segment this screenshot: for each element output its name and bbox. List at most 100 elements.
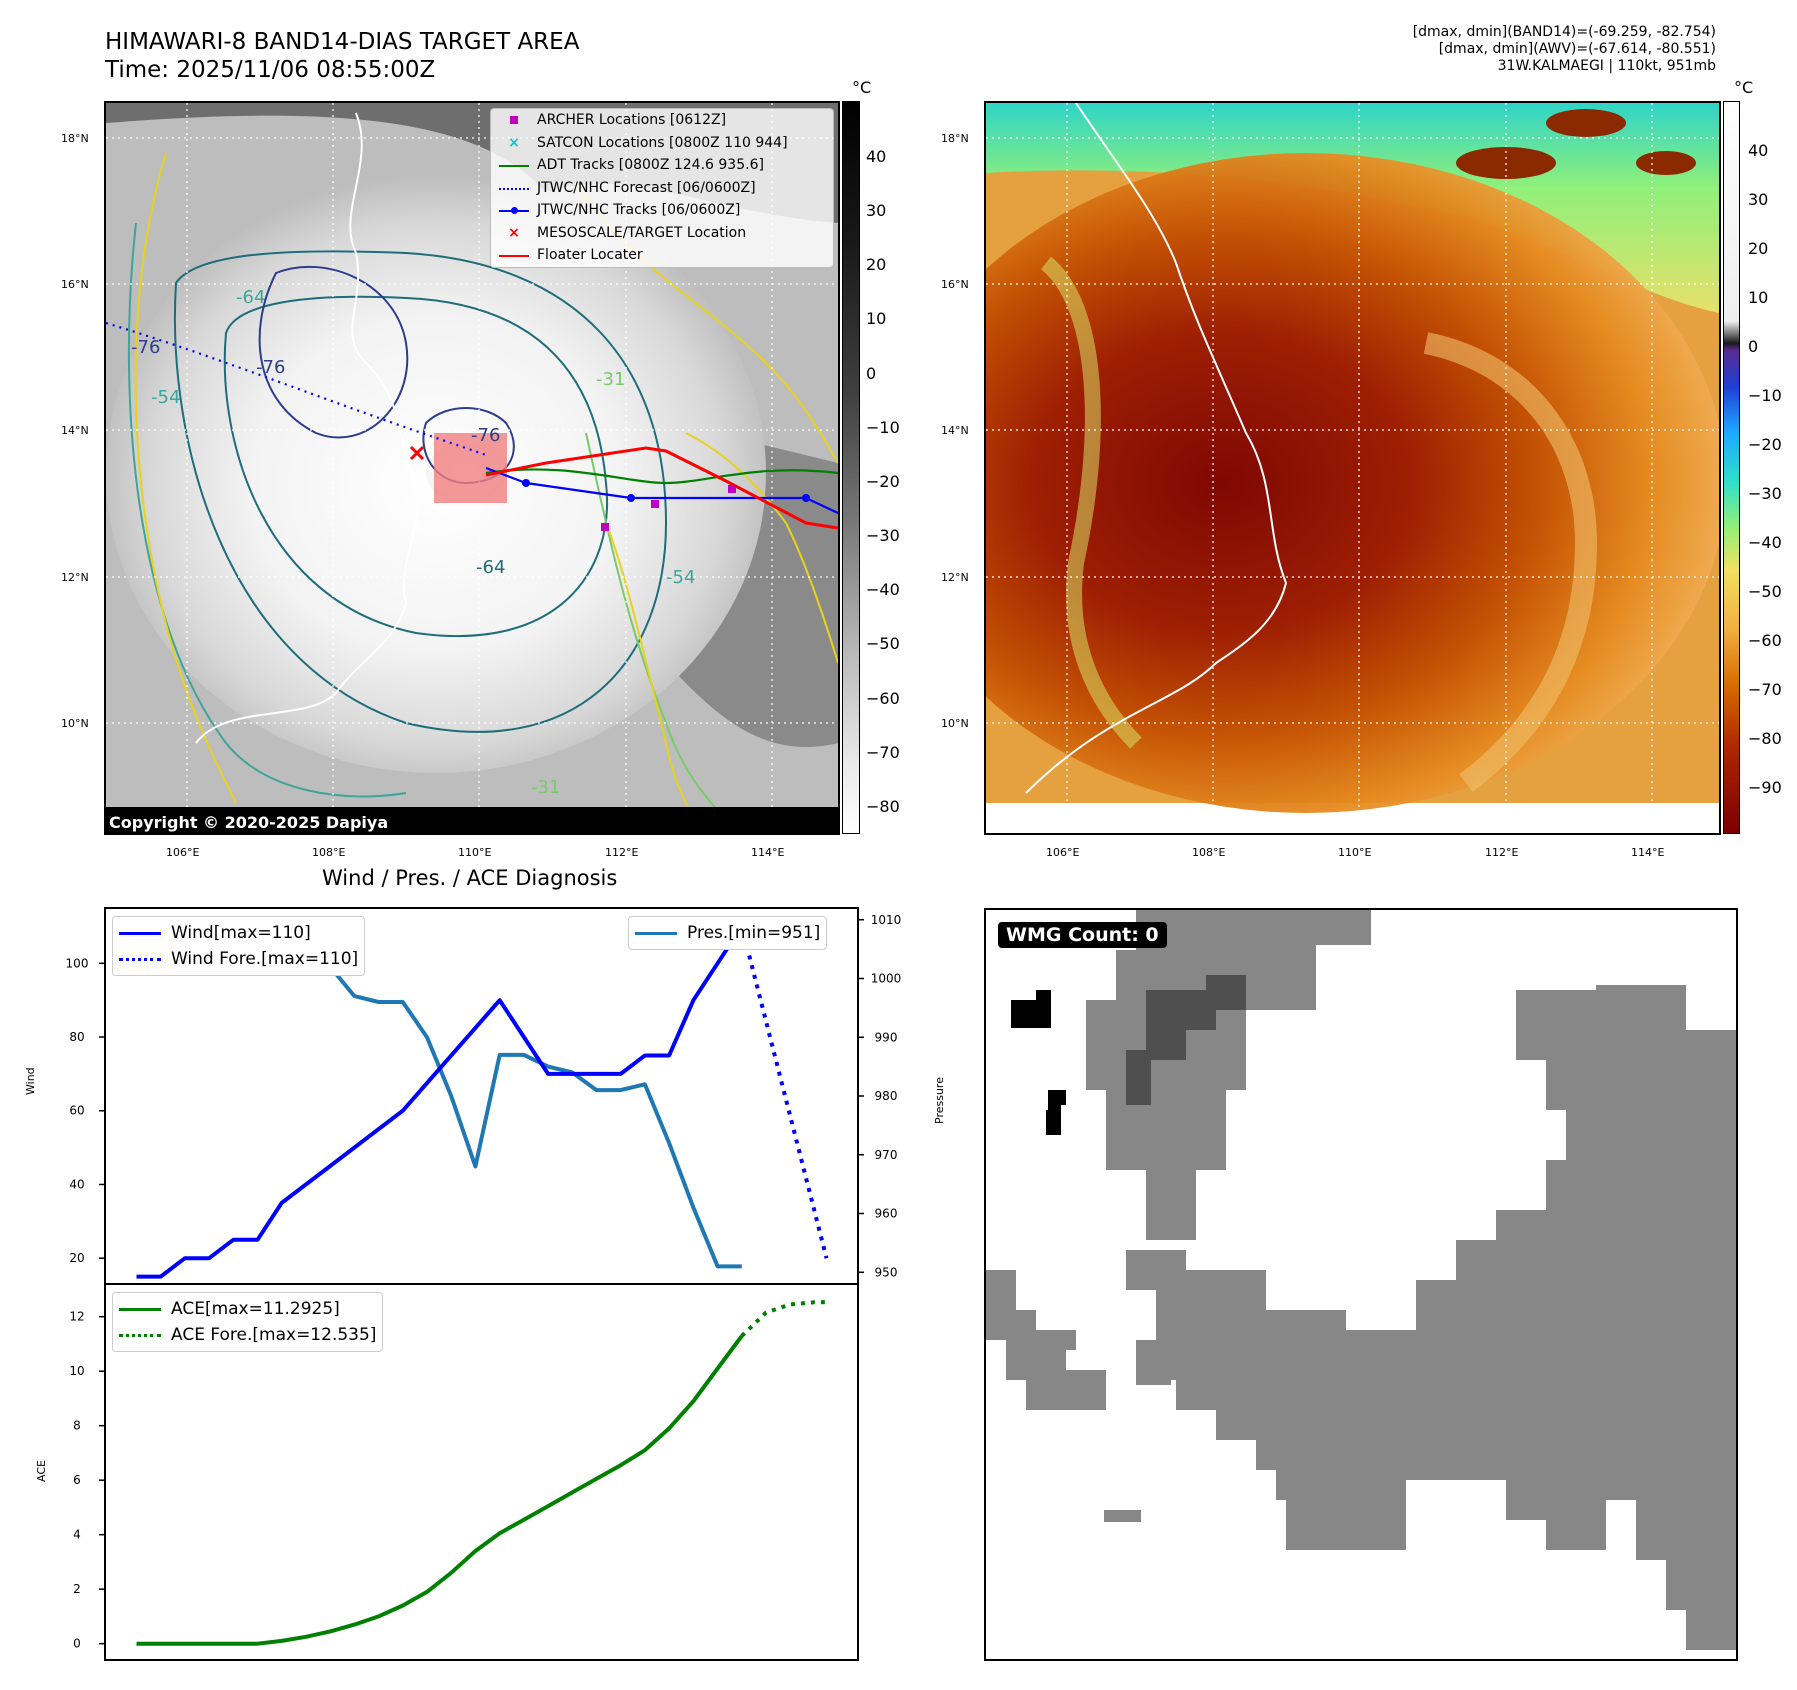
contour-label-group: -76 -64 -54 -76 -64 -54 -31 -31 -76 — [131, 287, 695, 798]
lon-label: 110°E — [458, 846, 492, 859]
copyright-text: Copyright © 2020-2025 Dapiya — [109, 813, 389, 832]
contour-teal-west — [127, 222, 407, 798]
lon-label: 110°E — [1338, 846, 1372, 859]
figure-title: HIMAWARI-8 BAND14-DIAS TARGET AREA — [105, 29, 580, 55]
color-ir-canvas — [986, 103, 1719, 833]
legend-item-adt: ADT Tracks [0800Z 124.6 935.6] — [491, 154, 833, 177]
colorbar-gray-label: 10 — [866, 309, 887, 328]
wind-tick-label: 40 — [69, 1177, 84, 1191]
wmg-panel: WMG Count: 0 — [984, 908, 1738, 1661]
ace-tick-label: 2 — [73, 1582, 81, 1596]
lon-label: 106°E — [166, 846, 200, 859]
ace-series-group — [136, 1300, 827, 1646]
coastline — [195, 112, 420, 744]
pressure-tick-label: 960 — [875, 1207, 898, 1221]
legend-item-pressure: Pres.[min=951] — [635, 920, 820, 946]
colorbar-color-label: 40 — [1748, 141, 1769, 160]
lat-label: 18°N — [941, 132, 969, 145]
legend-item-jtwc-forecast: JTWC/NHC Forecast [06/0600Z] — [491, 177, 833, 200]
target-location-marker — [409, 445, 425, 461]
legend-label: Wind Fore.[max=110] — [171, 949, 359, 969]
colorbar-color-label: −50 — [1748, 582, 1782, 601]
contour-label: -54 — [151, 387, 180, 408]
legend-item-jtwc-tracks: JTWC/NHC Tracks [06/0600Z] — [491, 199, 833, 222]
contour-label: -64 — [476, 557, 505, 578]
jtwc-forecast-track — [106, 321, 487, 457]
legend-label: Pres.[min=951] — [687, 923, 821, 943]
colorbar-gray-label: −60 — [866, 689, 900, 708]
contour-label: -31 — [531, 777, 560, 798]
contour-yellow-east2 — [685, 432, 838, 664]
contour-mid — [223, 295, 608, 638]
wind-left-ticks: 20 40 60 80 100 — [66, 956, 105, 1265]
lon-label: 112°E — [1485, 846, 1519, 859]
legend-label: Wind[max=110] — [171, 923, 311, 943]
info-storm-summary: 31W.KALMAEGI | 110kt, 951mb — [1497, 58, 1716, 74]
ace-axes-frame — [104, 1283, 859, 1661]
pressure-tick-label: 990 — [875, 1030, 898, 1044]
contour-outer — [173, 250, 668, 733]
wmg-dark-regions — [1126, 975, 1246, 1105]
colorbar-gray-label: 30 — [866, 201, 887, 220]
storm-canopy — [986, 153, 1719, 813]
wind-tick-label: 60 — [69, 1104, 84, 1118]
colorbar-color-label: −40 — [1748, 533, 1782, 552]
colorbar-gray-unit: °C — [852, 78, 872, 97]
lat-label: 10°N — [941, 717, 969, 730]
diagnosis-title: Wind / Pres. / ACE Diagnosis — [322, 866, 618, 890]
figure-time: Time: 2025/11/06 08:55:00Z — [105, 57, 436, 83]
legend-item-wind: Wind[max=110] — [119, 920, 358, 946]
legend-label: ADT Tracks [0800Z 124.6 935.6] — [537, 157, 764, 173]
wind-tick-label: 80 — [69, 1030, 84, 1044]
wmg-count-badge: WMG Count: 0 — [998, 922, 1167, 948]
info-band14-range: [dmax, dmin](BAND14)=(-69.259, -82.754) — [1412, 24, 1716, 40]
colorbar-color-label: 0 — [1748, 337, 1759, 356]
ir-map-panel: -76 -64 -54 -76 -64 -54 -31 -31 -76 Copy… — [104, 101, 840, 835]
colorbar-gray-label: 20 — [866, 255, 887, 274]
pressure-tick-label: 1000 — [871, 972, 902, 986]
colorbar-color-unit: °C — [1734, 78, 1754, 97]
legend-item-archer: ARCHER Locations [0612Z] — [491, 109, 833, 132]
legend-item-satcon: × SATCON Locations [0800Z 110 944] — [508, 134, 788, 151]
wind-legend: Wind[max=110] Wind Fore.[max=110] — [112, 916, 366, 976]
colorbar-color-label: −60 — [1748, 631, 1782, 650]
lat-label: 18°N — [61, 132, 89, 145]
color-ir-panel — [984, 101, 1721, 835]
ace-tick-label: 12 — [69, 1310, 84, 1324]
contour-label: -31 — [596, 369, 625, 390]
ace-line — [136, 1334, 744, 1646]
colorbar-color-label: 20 — [1748, 239, 1769, 258]
pressure-tick-label: 1010 — [871, 913, 902, 927]
target-area-box — [434, 433, 507, 503]
ace-legend: ACE[max=11.2925] ACE Fore.[max=12.535] — [112, 1292, 384, 1352]
colorbar-color-label: 10 — [1748, 288, 1769, 307]
colorbar-gray-label: 0 — [866, 364, 877, 383]
legend-label: SATCON Locations [0800Z 110 944] — [537, 134, 788, 151]
wind-line — [136, 925, 744, 1279]
colorbar-gray-label: −40 — [866, 580, 900, 599]
lat-label: 14°N — [941, 424, 969, 437]
colorbar-gray-label: −30 — [866, 526, 900, 545]
lon-label: 112°E — [605, 846, 639, 859]
colorbar-color-label: −90 — [1748, 778, 1782, 797]
ace-tick-label: 0 — [73, 1637, 81, 1651]
legend-item-ace: ACE[max=11.2925] — [119, 1296, 376, 1322]
wmg-black-cells — [1011, 990, 1066, 1135]
wind-tick-label: 100 — [66, 956, 89, 970]
colorbar-gray-label: −20 — [866, 472, 900, 491]
colorbar-gray-label: 40 — [866, 147, 887, 166]
legend-item-wind-forecast: Wind Fore.[max=110] — [119, 946, 358, 972]
ace-forecast-line — [740, 1300, 827, 1338]
archer-locations — [601, 485, 736, 531]
pressure-tick-label: 950 — [875, 1265, 898, 1279]
contour-label: -64 — [236, 287, 265, 308]
adt-track — [485, 468, 838, 485]
wind-tick-label: 20 — [69, 1251, 84, 1265]
floater-track — [485, 446, 838, 530]
colorbar-gray — [842, 101, 860, 834]
wmg-canvas — [986, 910, 1736, 1650]
jtwc-track-points — [522, 479, 810, 502]
colorbar-color-label: 30 — [1748, 190, 1769, 209]
lon-label: 114°E — [751, 846, 785, 859]
wmg-gray-regions — [986, 910, 1736, 1650]
